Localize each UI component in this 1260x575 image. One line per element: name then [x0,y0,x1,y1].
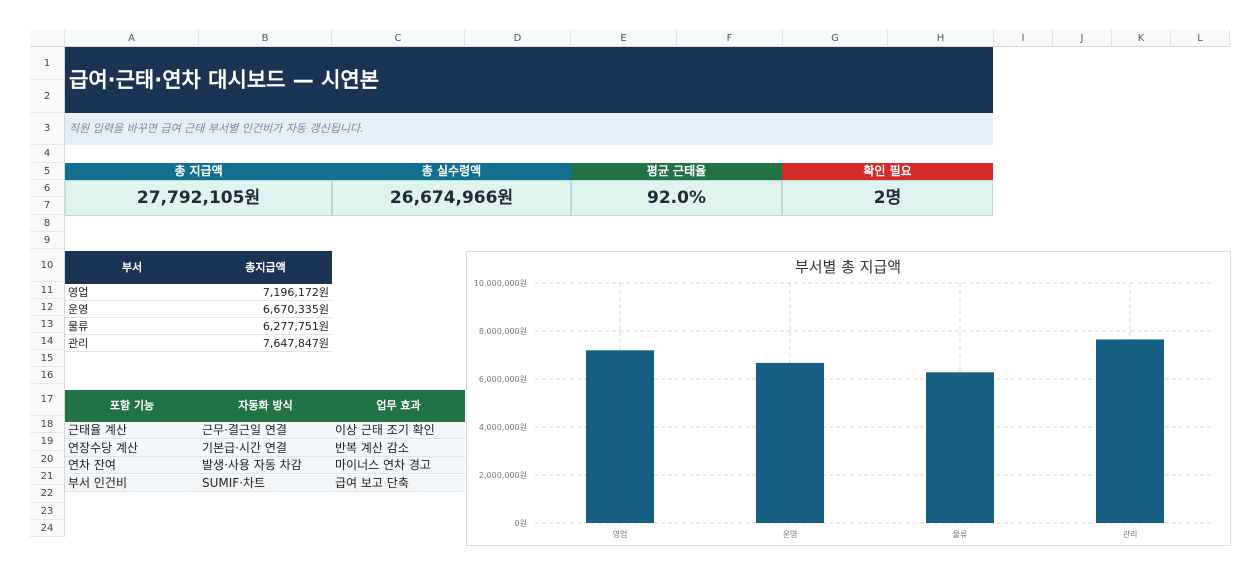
chart-svg: 부서별 총 지급액 0원 2,000,000원 4,000,000원 6,000,00… [474,258,1215,539]
chart-bar-관리[interactable] [1096,339,1164,523]
subtitle[interactable]: 직원 입력을 바꾸면 급여 근태 부서별 인건비가 자동 갱신됩니다. [65,113,993,145]
row-header-9[interactable]: 9 [30,232,65,249]
column-header-a[interactable]: A [65,30,199,47]
dept-header-dept[interactable]: 부서 [65,251,199,284]
chart-title: 부서별 총 지급액 [795,258,901,276]
row-header-17[interactable]: 17 [30,384,65,416]
feature-cell-feature[interactable]: 연장수당 계산 [65,439,199,457]
row-header-16[interactable]: 16 [30,367,65,384]
chart-xtick-label: 관리 [1123,529,1138,539]
feature-cell-feature[interactable]: 근태율 계산 [65,422,199,439]
row-header-11[interactable]: 11 [30,282,65,299]
feature-header-feature[interactable]: 포함 기능 [65,390,199,422]
row-header-1[interactable]: 1 [30,47,65,80]
dept-pay-chart[interactable]: 부서별 총 지급액 0원 2,000,000원 4,000,000원 6,000,00… [466,251,1231,546]
row-header-6[interactable]: 6 [30,180,65,197]
row-header-4[interactable]: 4 [30,145,65,163]
kpi-check-needed-label[interactable]: 확인 필요 [782,163,993,180]
feature-header-method[interactable]: 자동화 방식 [199,390,332,422]
feature-cell-method[interactable]: 발생·사용 자동 차감 [199,457,332,474]
dept-cell-total[interactable]: 6,670,335원 [199,301,332,318]
column-header-e[interactable]: E [571,30,677,47]
feature-cell-effect[interactable]: 이상 근태 조기 확인 [332,422,465,439]
select-all-corner[interactable] [30,30,65,47]
kpi-net-pay-label[interactable]: 총 실수령액 [332,163,571,180]
dept-cell-name[interactable]: 물류 [65,318,199,335]
page-title[interactable]: 급여·근태·연차 대시보드 — 시연본 [65,47,993,113]
kpi-attendance-label[interactable]: 평균 근태율 [571,163,782,180]
chart-xtick-label: 물류 [953,530,968,539]
row-header-18[interactable]: 18 [30,416,65,433]
feature-cell-method[interactable]: 기본급·시간 연결 [199,439,332,457]
row-header-21[interactable]: 21 [30,468,65,485]
column-header-d[interactable]: D [465,30,571,47]
row-header-5[interactable]: 5 [30,163,65,180]
kpi-net-pay-value[interactable]: 26,674,966원 [332,180,571,216]
row-header-12[interactable]: 12 [30,299,65,316]
kpi-attendance-value[interactable]: 92.0% [571,180,782,216]
dept-cell-name[interactable]: 영업 [65,284,199,301]
dept-cell-total[interactable]: 7,647,847원 [199,335,332,352]
feature-cell-method[interactable]: SUMIF·차트 [199,474,332,492]
row-header-8[interactable]: 8 [30,215,65,232]
column-header-c[interactable]: C [332,30,465,47]
dept-cell-name[interactable]: 관리 [65,335,199,352]
feature-cell-feature[interactable]: 연차 잔여 [65,457,199,474]
row-header-13[interactable]: 13 [30,316,65,333]
column-header-j[interactable]: J [1053,30,1112,47]
chart-ytick-label: 4,000,000원 [479,423,527,432]
feature-cell-effect[interactable]: 반복 계산 감소 [332,439,465,457]
column-header-b[interactable]: B [199,30,332,47]
row-header-2[interactable]: 2 [30,80,65,113]
chart-ytick-label: 0원 [515,519,527,528]
kpi-total-pay-value[interactable]: 27,792,105원 [65,180,332,216]
row-header-10[interactable]: 10 [30,249,65,282]
chart-xtick-label: 운영 [783,529,798,539]
row-header-23[interactable]: 23 [30,503,65,520]
chart-bar-영업[interactable] [586,350,654,523]
chart-ytick-label: 6,000,000원 [479,375,527,384]
row-header-24[interactable]: 24 [30,520,65,537]
chart-ytick-label: 2,000,000원 [479,471,527,480]
column-header-k[interactable]: K [1112,30,1171,47]
row-header-3[interactable]: 3 [30,113,65,145]
row-header-7[interactable]: 7 [30,197,65,215]
kpi-check-needed-value[interactable]: 2명 [782,180,993,216]
column-header-i[interactable]: I [994,30,1053,47]
feature-cell-method[interactable]: 근무·결근일 연결 [199,422,332,439]
row-header-19[interactable]: 19 [30,433,65,451]
kpi-total-pay-label[interactable]: 총 지급액 [65,163,332,180]
dept-cell-name[interactable]: 운영 [65,301,199,318]
dept-cell-total[interactable]: 7,196,172원 [199,284,332,301]
row-header-20[interactable]: 20 [30,451,65,468]
column-header-g[interactable]: G [783,30,888,47]
row-header-22[interactable]: 22 [30,485,65,503]
chart-bar-물류[interactable] [926,372,994,523]
feature-cell-effect[interactable]: 마이너스 연차 경고 [332,457,465,474]
chart-ytick-label: 10,000,000원 [474,279,527,288]
feature-header-effect[interactable]: 업무 효과 [332,390,465,422]
dept-cell-total[interactable]: 6,277,751원 [199,318,332,335]
feature-cell-feature[interactable]: 부서 인건비 [65,474,199,492]
chart-bar-운영[interactable] [756,362,824,523]
column-header-f[interactable]: F [677,30,783,47]
dept-header-total[interactable]: 총지급액 [199,251,332,284]
row-header-14[interactable]: 14 [30,333,65,350]
chart-xtick-label: 영업 [613,529,628,539]
column-header-l[interactable]: L [1171,30,1230,47]
column-header-h[interactable]: H [888,30,994,47]
chart-ytick-label: 8,000,000원 [479,327,527,336]
row-header-15[interactable]: 15 [30,350,65,367]
feature-cell-effect[interactable]: 급여 보고 단축 [332,474,465,492]
